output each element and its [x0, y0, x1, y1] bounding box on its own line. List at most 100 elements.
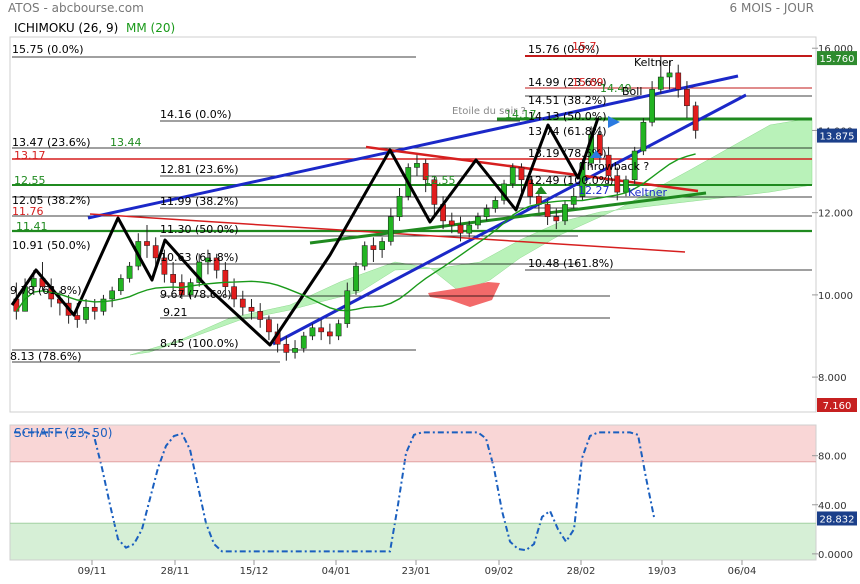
level-label: 8.13 (78.6%): [10, 350, 82, 363]
chart-period: 6 MOIS - JOUR: [730, 1, 814, 15]
candle-body: [492, 200, 499, 209]
candle-body: [544, 204, 551, 218]
level-label: 10.91 (50.0%): [12, 239, 91, 252]
level-label: 15.75 (0.0%): [12, 43, 84, 56]
price-badge: [817, 51, 857, 66]
level-label: 12.27: [578, 184, 610, 197]
candle-body: [344, 290, 351, 324]
candle-body: [509, 167, 516, 185]
level-label: 14.40: [600, 82, 632, 95]
arrow-up-icon: [590, 150, 602, 158]
candle-body: [74, 315, 81, 320]
date-x-axis: 09/11 28/11 15/12 04/01 23/01 09/02 28/02 19/03…: [78, 560, 757, 577]
candle-body: [605, 154, 612, 176]
level-label: 12.49 (100.0%): [528, 174, 614, 187]
level-label: 11.41: [16, 220, 48, 233]
candle-body: [30, 278, 37, 287]
legend-ichimoku: ICHIMOKU (26, 9): [14, 21, 118, 35]
candle-body: [117, 278, 124, 292]
level-label: 11.76: [12, 205, 44, 218]
y-axis-label: 12.000: [818, 209, 853, 220]
candle-body: [83, 306, 89, 320]
y-axis-label: 10.000: [818, 291, 853, 302]
candle-body: [596, 134, 603, 156]
level-label: 15.76 (0.0%): [528, 43, 600, 56]
legend-moving-average: MM (20): [126, 21, 175, 35]
level-label: 14.16 (0.0%): [160, 108, 232, 121]
moving-average-line: [15, 153, 696, 312]
level-label: 13.19 (78.6%): [528, 147, 607, 160]
annotation-bollinger: Boll: [622, 85, 642, 98]
trendline-upper: [87, 74, 739, 220]
candle-body: [675, 72, 682, 90]
candle-body: [422, 163, 429, 181]
trendline-green: [309, 191, 707, 245]
annotation-evening-star: Etoile du soir ?: [452, 106, 526, 117]
level-label: 13.74 (61.8%): [528, 125, 607, 138]
overbought-zone: [10, 425, 816, 462]
candle-body: [327, 331, 333, 337]
x-axis-label: 19/03: [648, 566, 677, 577]
schaff-y-axis: 80.00 40.00 0.0000 28.832: [812, 452, 857, 561]
price-badge: [817, 128, 857, 143]
level-label: 12.55: [14, 174, 46, 187]
candle-body: [457, 224, 464, 234]
annotation-keltner-blue: Keltner: [628, 186, 668, 199]
level-label: 14.17: [505, 108, 537, 121]
candle-body: [431, 179, 438, 205]
candle-body: [144, 241, 150, 246]
level-label: 13.44: [110, 136, 142, 149]
candle-body: [248, 306, 255, 312]
candle-body: [483, 208, 490, 218]
x-axis-label: 09/11: [78, 566, 107, 577]
candle-body: [666, 72, 673, 78]
candle-body: [309, 327, 316, 337]
candle-body: [640, 121, 647, 152]
candle-body: [257, 311, 264, 320]
level-label: 10.48 (161.8%): [528, 257, 614, 270]
price-badge-label: 13.875: [820, 132, 855, 143]
candle-body: [448, 220, 455, 226]
price-badge-label: 15.760: [820, 54, 855, 65]
candle-body: [283, 343, 290, 353]
level-label: 9.78 (61.8%): [10, 284, 82, 297]
overlay-lines: [10, 117, 696, 347]
candle-body: [292, 348, 298, 353]
schaff-label: SCHAFF (23, 50): [14, 426, 112, 440]
candle-body: [170, 274, 176, 283]
level-label: 9.67 (78.6%): [160, 288, 232, 301]
candle-body: [161, 257, 168, 275]
candle-body: [300, 335, 307, 349]
candle-body: [466, 224, 473, 234]
schaff-axis-label: 80.00: [818, 452, 847, 463]
candle-body: [187, 282, 194, 296]
zigzag-line: [10, 117, 600, 347]
cloud-bullish: [129, 117, 813, 356]
x-axis-label: 06/04: [728, 566, 757, 577]
schaff-badge: [817, 511, 857, 526]
schaff-badge-label: 28.832: [820, 514, 855, 525]
candle-body: [631, 150, 638, 181]
candle-body: [266, 319, 272, 333]
price-badge: [817, 398, 857, 412]
schaff-pane: SCHAFF (23, 50) 80.00 40.00 0.0000 28.832: [9, 424, 857, 561]
candle-body: [222, 269, 229, 287]
trendline-lower: [272, 93, 747, 346]
level-label: 15.7: [572, 40, 597, 53]
candle-body: [126, 265, 133, 279]
annotation-throwback: Throwback ?: [579, 160, 649, 173]
candle-body: [379, 241, 385, 250]
candle-body: [614, 175, 621, 193]
price-pane: 15.75 (0.0%) 13.47 (23.6%) 13.44 13.17 12.55…: [9, 36, 817, 413]
y-axis-label: 16.000: [818, 44, 853, 55]
chart-source: ATOS - abcbourse.com: [8, 1, 144, 15]
level-label: 9.21: [163, 306, 188, 319]
schaff-axis-label: 0.0000: [818, 550, 853, 561]
price-badge-label: 7.160: [823, 401, 852, 412]
level-label: 14.99 (23.6%): [528, 76, 607, 89]
level-label: 15.69: [572, 76, 604, 89]
level-label: 14.13 (50.0%): [528, 110, 607, 123]
candle-body: [553, 216, 560, 222]
